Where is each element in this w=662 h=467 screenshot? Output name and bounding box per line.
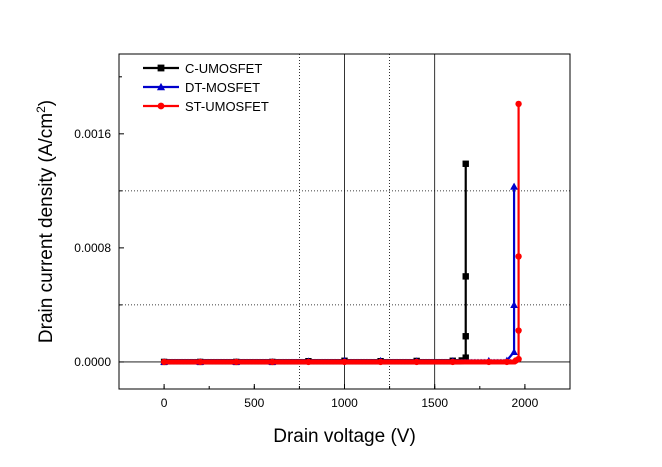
data-point — [305, 358, 312, 366]
legend-swatch-marker — [156, 82, 166, 91]
data-point — [413, 358, 420, 366]
series-st-umosfet — [160, 100, 522, 366]
x-axis-label: Drain voltage (V) — [273, 426, 416, 447]
legend-item: DT-MOSFET — [143, 80, 260, 95]
legend-label: C-UMOSFET — [185, 61, 262, 76]
series-group — [160, 100, 522, 366]
x-tick-label: 500 — [244, 396, 264, 410]
data-point — [503, 358, 511, 366]
series-line — [164, 163, 467, 364]
data-point — [510, 301, 518, 308]
y-axis-label-main: Drain current density (A/cm — [36, 113, 57, 343]
data-point — [377, 358, 384, 366]
legend-swatch-marker — [157, 102, 165, 110]
data-point — [515, 100, 522, 108]
y-tick-label: 0.0000 — [74, 355, 111, 369]
legend-label: DT-MOSFET — [185, 80, 260, 95]
y-axis-label-close: ) — [36, 100, 57, 106]
data-point — [462, 273, 469, 280]
x-axis: 0 500 1000 1500 2000 — [118, 384, 571, 410]
x-tick-label: 2000 — [512, 396, 539, 410]
data-point — [341, 358, 348, 366]
data-point — [485, 358, 493, 366]
legend-item: ST-UMOSFET — [143, 99, 269, 114]
x-tick-label: 0 — [161, 396, 168, 410]
data-point — [515, 355, 522, 363]
data-point — [449, 358, 456, 366]
data-point — [269, 358, 276, 366]
legend-item: C-UMOSFET — [143, 61, 262, 76]
legend: C-UMOSFET DT-MOSFET ST-UMOSFET — [137, 56, 289, 117]
legend-swatch-marker — [157, 64, 165, 72]
y-axis: 0.0000 0.0008 0.0016 — [74, 76, 124, 369]
data-point — [510, 348, 518, 356]
y-tick-label: 0.0016 — [74, 127, 111, 141]
data-point — [462, 354, 469, 361]
data-point — [196, 358, 204, 366]
series-line — [164, 186, 516, 364]
y-axis-label: Drain current density (A/cm2) — [34, 100, 57, 343]
grid-lines — [119, 54, 570, 389]
data-point — [462, 160, 469, 167]
data-point — [233, 358, 240, 366]
data-point — [515, 327, 522, 334]
data-point — [510, 182, 518, 190]
y-tick-label: 0.0008 — [74, 241, 111, 255]
x-tick-label: 1500 — [421, 396, 448, 410]
y-axis-label-sup: 2 — [34, 106, 48, 113]
data-point — [160, 358, 168, 366]
legend-label: ST-UMOSFET — [185, 99, 269, 114]
x-tick-label: 1000 — [331, 396, 358, 410]
data-point — [462, 333, 469, 340]
data-point — [515, 253, 522, 260]
